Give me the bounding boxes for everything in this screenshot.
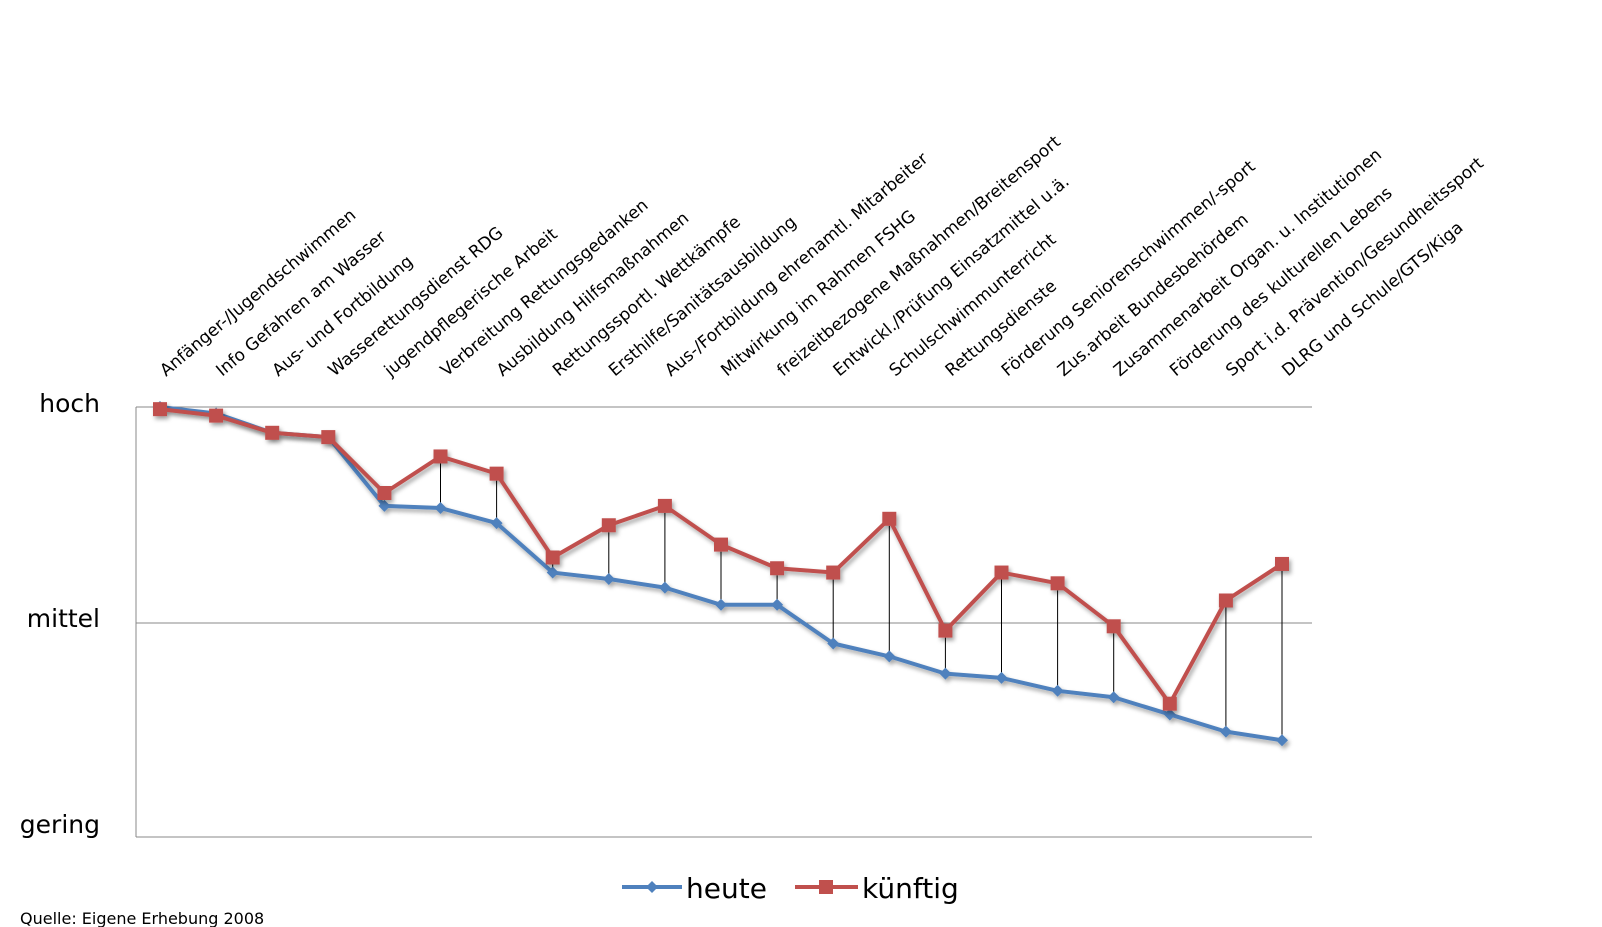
data-point [1163, 708, 1176, 721]
data-point [826, 565, 841, 580]
data-point [1275, 556, 1289, 571]
data-point [602, 573, 615, 585]
data-point [939, 667, 952, 680]
data-point [657, 498, 672, 513]
data-point [994, 565, 1009, 580]
data-point [770, 561, 785, 576]
data-point [938, 623, 953, 638]
drop-lines [440, 463, 1283, 737]
data-point [715, 598, 727, 611]
data-point [995, 671, 1008, 684]
y-tick-labels: hoch mittel gering [20, 389, 100, 839]
data-point [378, 499, 391, 512]
x-category-label: Sport i.d. Prävention/Gesundheitssport [1222, 153, 1488, 380]
legend: heute künftig [622, 872, 959, 905]
data-point [1107, 691, 1120, 704]
data-point [433, 449, 448, 464]
source-note: Quelle: Eigene Erhebung 2008 [20, 909, 264, 927]
legend-label-heute: heute [686, 872, 767, 905]
series-1 [153, 402, 1289, 711]
data-point [377, 486, 392, 500]
data-point [658, 581, 671, 594]
y-tick-label-gering: gering [20, 810, 100, 839]
data-point [434, 502, 447, 515]
data-point [883, 650, 896, 663]
data-point [771, 598, 784, 611]
data-point [321, 430, 336, 445]
data-point [1050, 576, 1065, 591]
data-point [1218, 593, 1233, 608]
data-point [545, 550, 560, 565]
data-point [265, 425, 280, 440]
data-point [153, 402, 167, 417]
data-point [1162, 696, 1177, 711]
y-tick-label-hoch: hoch [39, 389, 100, 418]
data-point [489, 466, 504, 481]
data-point [1051, 684, 1064, 697]
data-point [1276, 734, 1288, 747]
data-point [546, 566, 559, 579]
legend-label-kuenftig: künftig [862, 872, 959, 905]
data-point [1219, 725, 1232, 738]
data-point [827, 637, 840, 650]
plot-area [135, 406, 1312, 838]
legend-marker-kuenftig [819, 880, 833, 894]
data-point [714, 537, 728, 552]
data-point [1106, 619, 1121, 634]
data-point [882, 511, 897, 526]
series-layer [153, 401, 1289, 747]
data-point [601, 518, 616, 533]
legend-marker-heute [646, 881, 658, 893]
data-point [209, 408, 224, 423]
y-tick-label-mittel: mittel [27, 604, 100, 633]
data-point [490, 517, 503, 530]
